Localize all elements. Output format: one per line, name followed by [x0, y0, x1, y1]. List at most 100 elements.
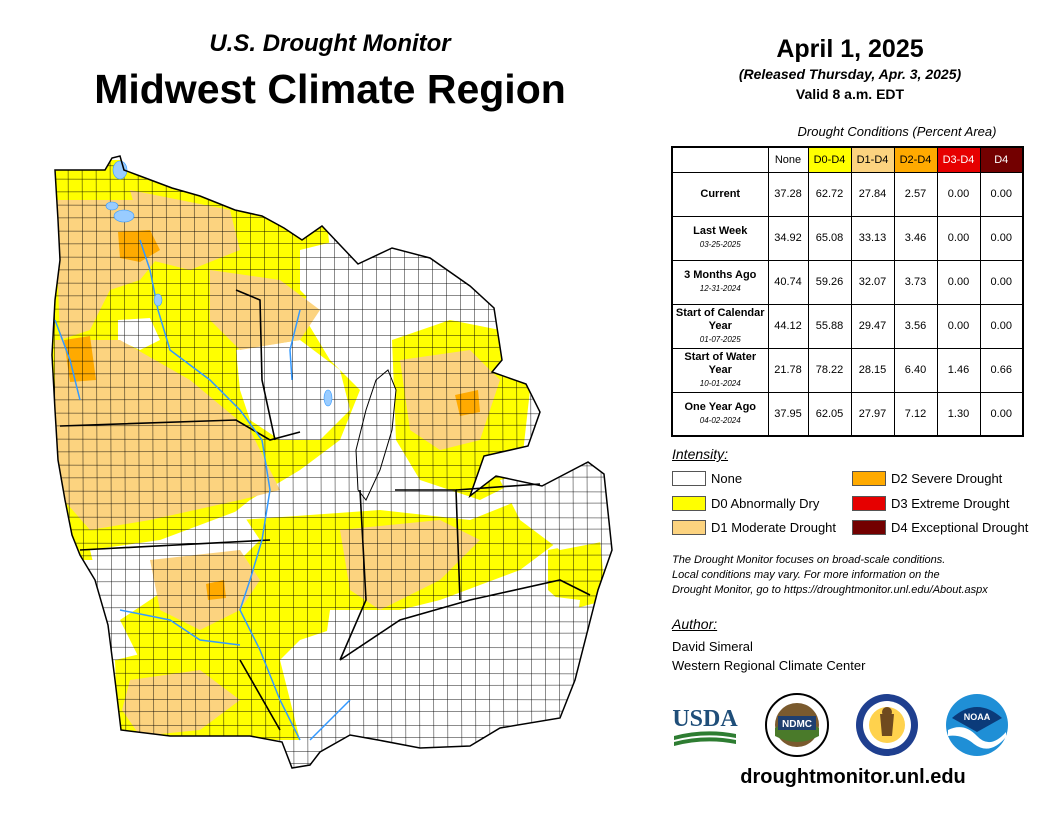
- row-label: Last Week 03-25-2025: [671, 215, 769, 261]
- county-line: [52, 412, 612, 415]
- row-label-text: Last Week: [693, 225, 748, 237]
- table-cell: 27.97: [850, 391, 895, 437]
- table-cell: 33.13: [850, 215, 895, 261]
- table-cell: 3.73: [893, 259, 938, 305]
- legend-label-d4: D4 Exceptional Drought: [891, 520, 1029, 535]
- county-line: [52, 762, 612, 765]
- county-line: [52, 554, 612, 557]
- website-url[interactable]: droughtmonitor.unl.edu: [740, 766, 966, 788]
- d2-area-michigan: [455, 390, 480, 416]
- table-cell: 6.40: [893, 347, 938, 393]
- table-cell: 37.28: [767, 171, 809, 217]
- table-row: 3 Months Ago 12-31-2024 40.74 59.26 32.07 3.7…: [671, 259, 1024, 305]
- legend-item-d4: D4 Exceptional Drought: [852, 520, 1028, 535]
- table-cell: 1.46: [936, 347, 981, 393]
- table-cell: 0.00: [936, 215, 981, 261]
- row-date: 12-31-2024: [699, 284, 741, 293]
- col-header-none: None: [767, 146, 809, 173]
- col-header-d2-d4: D2-D4: [893, 146, 938, 173]
- county-line: [40, 140, 42, 780]
- author-info: David Simeral Western Regional Climate C…: [672, 637, 865, 675]
- table-cell: 21.78: [767, 347, 809, 393]
- d1-area-indiana: [340, 520, 480, 610]
- map-title: Midwest Climate Region: [94, 66, 566, 112]
- table-cell: 0.00: [979, 259, 1024, 305]
- table-cell: 62.05: [807, 391, 852, 437]
- author-label: Author:: [672, 616, 718, 632]
- row-label: Current: [671, 171, 769, 217]
- legend-item-d2: D2 Severe Drought: [852, 471, 1002, 486]
- row-date: 01-07-2025: [699, 334, 741, 344]
- county-line: [599, 156, 603, 768]
- county-line: [52, 594, 612, 597]
- table-cell: 28.15: [850, 347, 895, 393]
- table-row: Last Week 03-25-2025 34.92 65.08 33.13 3.46 0.…: [671, 215, 1024, 261]
- table-cell: 0.00: [979, 391, 1024, 437]
- drought-map: [0, 140, 640, 780]
- county-line: [52, 568, 612, 571]
- usda-logo: USDA: [672, 706, 738, 746]
- lake-michigan: [355, 369, 397, 501]
- legend-swatch-d2: [852, 471, 886, 486]
- legend-swatch-d4: [852, 520, 886, 535]
- row-label: One Year Ago 04-02-2024: [671, 391, 769, 437]
- table-cell: 0.66: [979, 347, 1024, 393]
- row-label: Start of Water Year 10-01-2024: [671, 347, 769, 393]
- table-cell: 59.26: [807, 259, 852, 305]
- drought-conditions-table: None D0-D4 D1-D4 D2-D4 D3-D4 D4 Current 3…: [671, 146, 1024, 437]
- county-line: [614, 140, 616, 780]
- county-line: [52, 424, 612, 427]
- table-cell: 55.88: [807, 303, 852, 349]
- table-row: Start of Calendar Year 01-07-2025 44.12 55.…: [671, 303, 1024, 349]
- d0-area-ohio-east: [548, 540, 606, 610]
- legend-label-d0: D0 Abnormally Dry: [711, 496, 820, 511]
- table-cell: 29.47: [850, 303, 895, 349]
- table-cell: 40.74: [767, 259, 809, 305]
- table-cell: 1.30: [936, 391, 981, 437]
- none-area-lake-michigan-north: [300, 240, 460, 330]
- county-line: [0, 777, 640, 778]
- county-line: [585, 156, 589, 768]
- noaa-logo: NOAA: [946, 694, 1008, 756]
- note-line-1: The Drought Monitor focuses on broad-sca…: [672, 554, 946, 566]
- county-line: [0, 153, 640, 154]
- author-name: David Simeral: [672, 639, 753, 654]
- legend-label-d3: D3 Extreme Drought: [891, 496, 1010, 511]
- note-line-2: Local conditions may vary. For more info…: [672, 569, 940, 581]
- date-block: April 1, 2025 (Released Thursday, Apr. 3…: [700, 34, 1000, 104]
- table-cell: 0.00: [936, 259, 981, 305]
- noaa-logo-text: NOAA: [964, 712, 991, 722]
- inland-lakes: [105, 160, 333, 407]
- county-line: [52, 164, 612, 167]
- table-row: Current 37.28 62.72 27.84 2.57 0.00 0.00: [671, 171, 1024, 217]
- legend-item-none: None: [672, 471, 742, 486]
- usda-logo-text: USDA: [672, 706, 738, 732]
- d2-area-mn-north: [118, 230, 160, 262]
- map-date: April 1, 2025: [776, 35, 924, 63]
- table-cell: 3.56: [893, 303, 938, 349]
- table-header-row: None D0-D4 D1-D4 D2-D4 D3-D4 D4: [672, 146, 1024, 173]
- legend-swatch-none: [672, 471, 706, 486]
- disclaimer-note: The Drought Monitor focuses on broad-sca…: [672, 553, 1047, 598]
- county-line: [52, 606, 612, 609]
- row-date: 04-02-2024: [699, 415, 741, 425]
- table-cell: 2.57: [893, 171, 938, 217]
- note-line-3[interactable]: Drought Monitor, go to https://droughtmo…: [672, 584, 988, 596]
- legend-item-d3: D3 Extreme Drought: [852, 496, 1010, 511]
- county-line: [52, 528, 612, 531]
- county-line: [52, 502, 612, 505]
- table-cell: 0.00: [936, 171, 981, 217]
- table-cell: 27.84: [850, 171, 895, 217]
- table-cell: 34.92: [767, 215, 809, 261]
- county-line: [52, 542, 612, 545]
- row-label: 3 Months Ago 12-31-2024: [671, 259, 769, 305]
- rivers: [54, 239, 351, 741]
- table-row: Start of Water Year 10-01-2024 21.78 78.22 2…: [671, 347, 1024, 393]
- table-cell: 78.22: [807, 347, 852, 393]
- county-line: [52, 516, 612, 519]
- map-subtitle: U.S. Drought Monitor: [209, 30, 451, 57]
- row-label: Start of Calendar Year 01-07-2025: [671, 303, 769, 349]
- state-boundaries: [59, 289, 591, 731]
- county-line: [53, 156, 57, 768]
- d1-area-missouri-illinois: [150, 550, 260, 630]
